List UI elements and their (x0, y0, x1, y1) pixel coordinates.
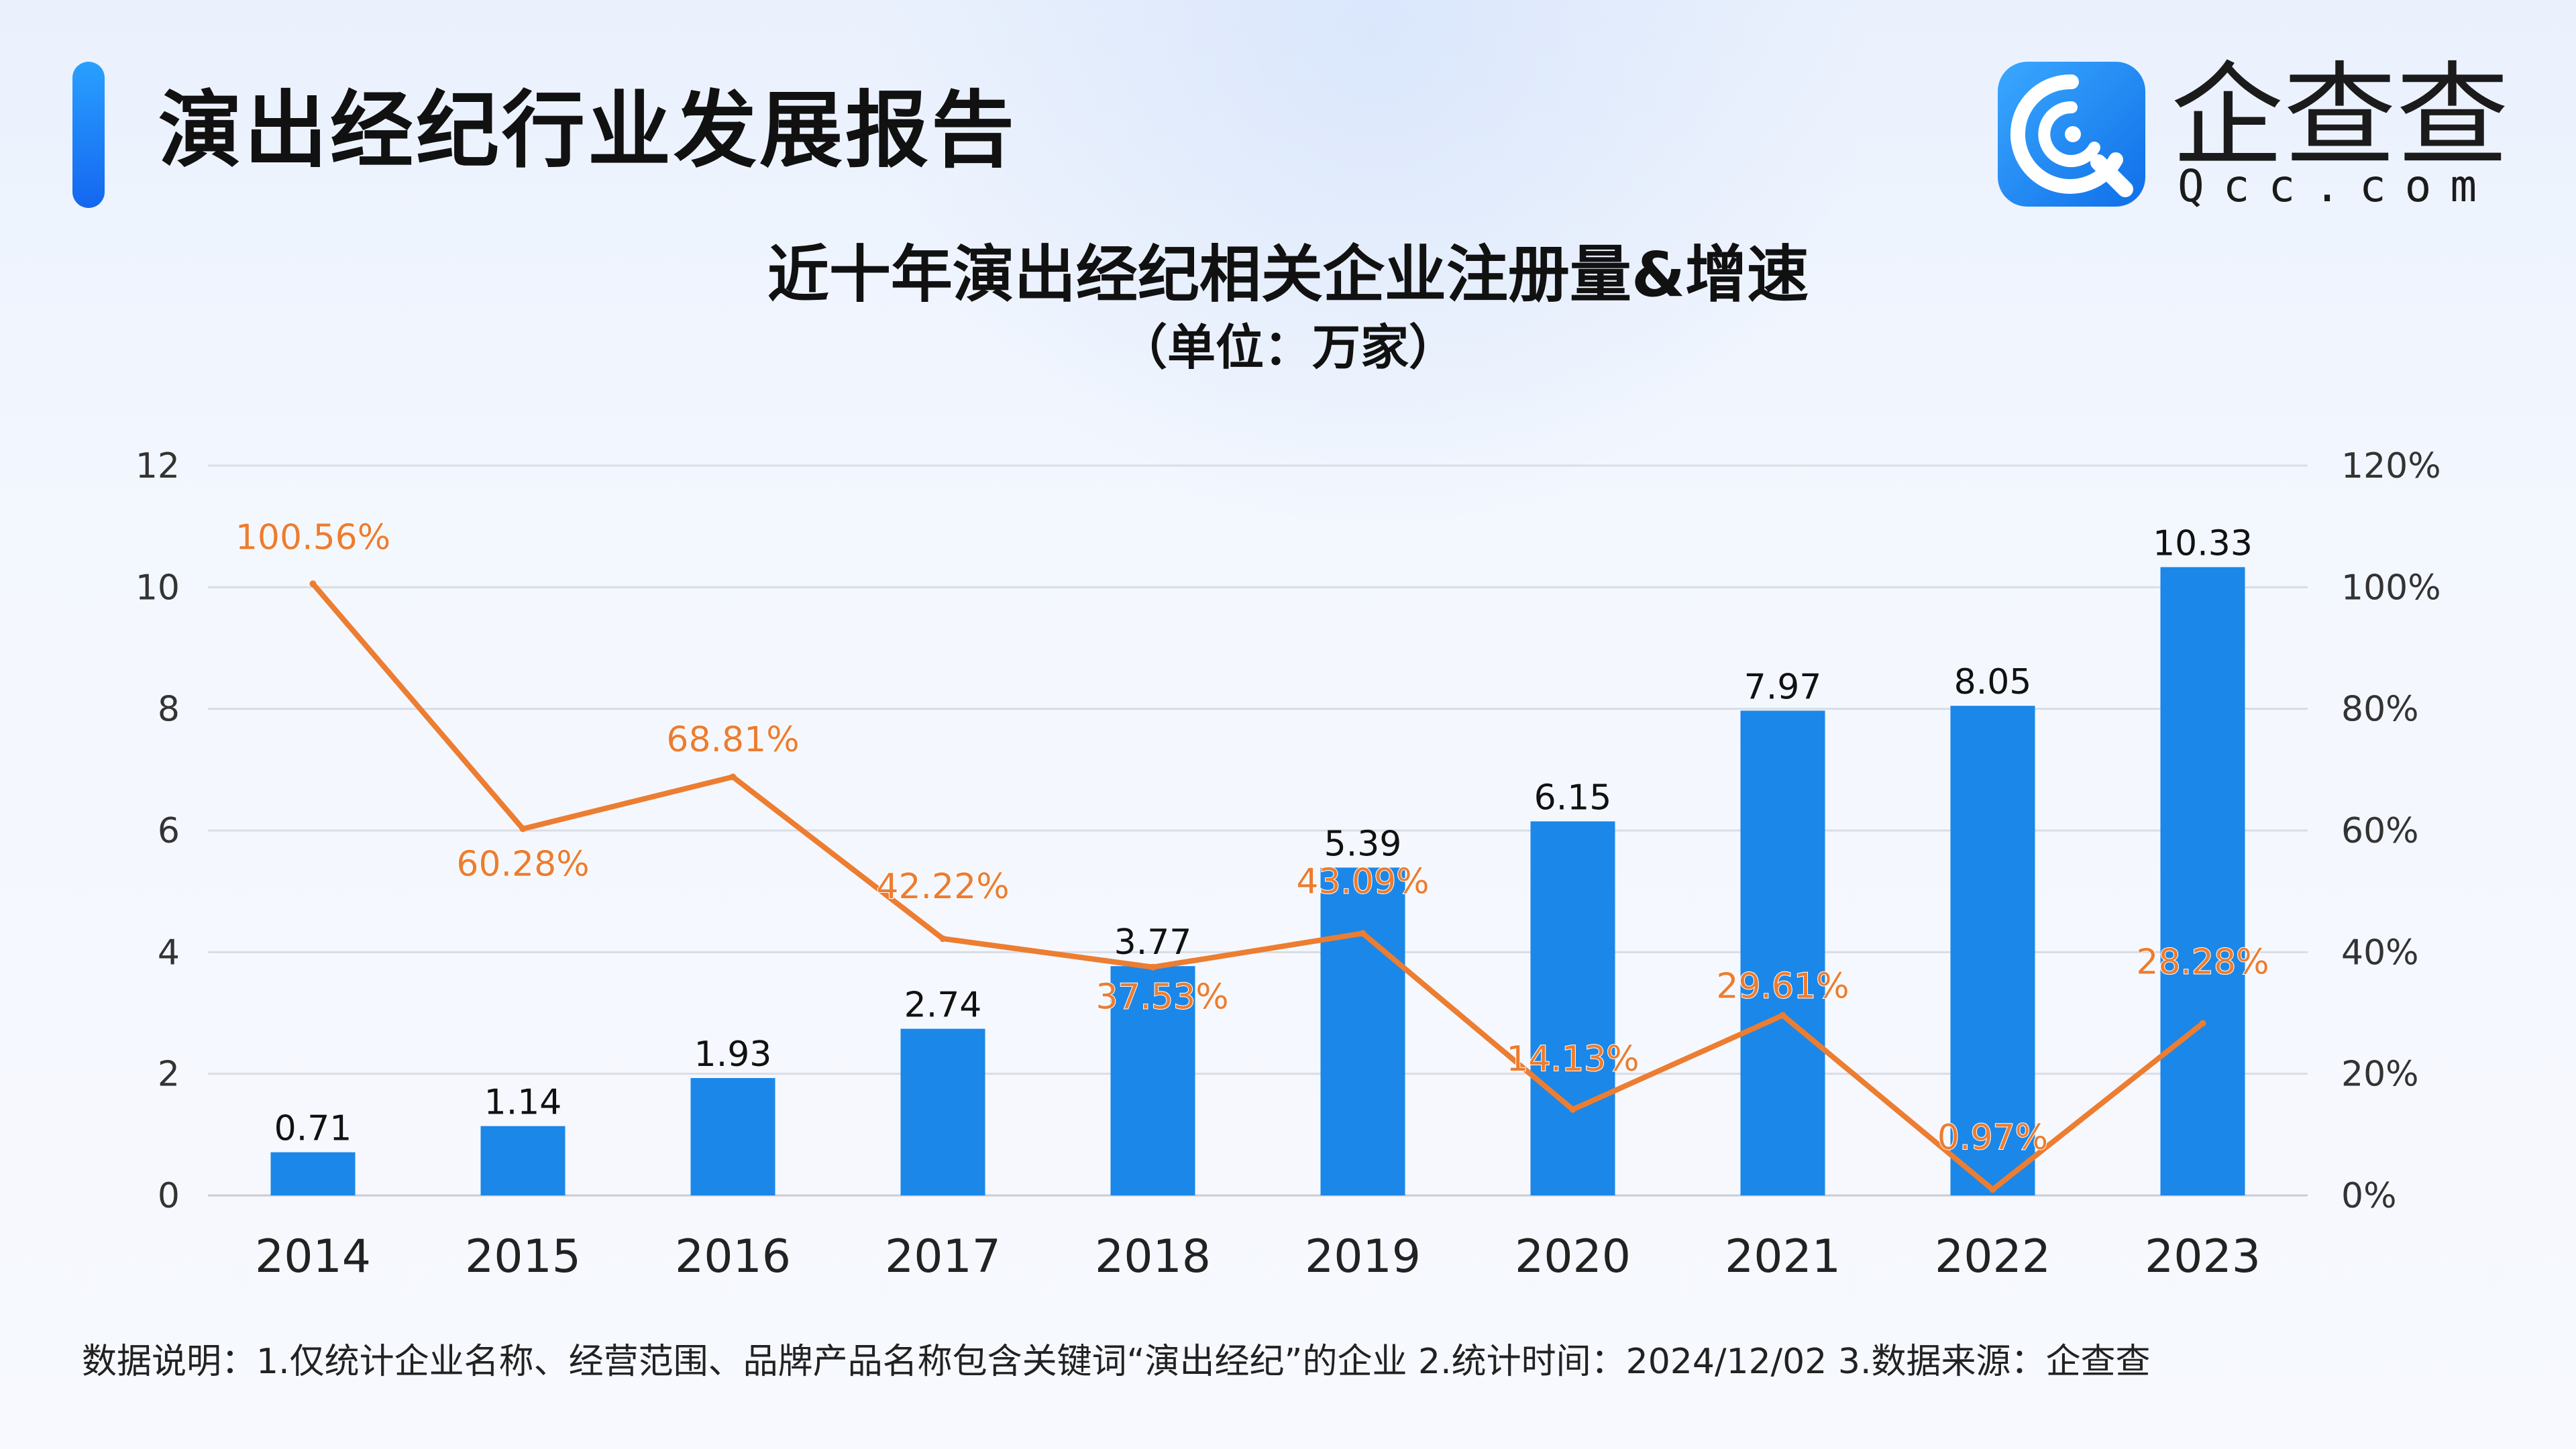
bar (900, 1028, 985, 1195)
x-tick-label: 2020 (1515, 1230, 1631, 1283)
y-left-tick-label: 2 (158, 1055, 180, 1095)
logo-icon (1998, 62, 2145, 207)
y-left-tick-label: 8 (158, 690, 180, 730)
growth-rate-point (1149, 963, 1157, 971)
bar (1530, 821, 1615, 1195)
bar (2160, 567, 2245, 1195)
bar-value-label: 1.14 (484, 1083, 562, 1123)
growth-rate-label: 37.53% (1095, 977, 1228, 1018)
bar-value-label: 8.05 (1954, 662, 2032, 702)
chart-title: 近十年演出经纪相关企业注册量&增速 (767, 239, 1809, 311)
y-right-tick-label: 120% (2341, 446, 2441, 486)
y-right-tick-label: 100% (2341, 568, 2441, 608)
growth-rate-point (1989, 1186, 1996, 1193)
bar-value-label: 1.93 (694, 1034, 772, 1075)
bar-value-label: 6.15 (1534, 777, 1612, 818)
growth-rate-label: 68.81% (666, 720, 799, 760)
bar (1950, 706, 2035, 1195)
bar-value-label: 7.97 (1744, 667, 1822, 707)
y-left-tick-label: 6 (158, 811, 180, 851)
growth-rate-label: 29.61% (1716, 967, 1849, 1007)
chart-subtitle: （单位：万家） (1118, 319, 1457, 376)
growth-rate-label: 60.28% (456, 844, 589, 884)
growth-rate-label: 42.22% (876, 867, 1009, 907)
y-left-tick-label: 10 (136, 568, 180, 608)
logo-domain: Qcc.com (2178, 160, 2496, 212)
bar (1320, 867, 1405, 1195)
growth-rate-point (309, 580, 317, 588)
growth-rate-point (519, 825, 527, 833)
logo-wordmark: 企查查 (2171, 50, 2509, 182)
x-tick-label: 2017 (885, 1230, 1001, 1283)
bar (690, 1078, 775, 1195)
bar (1740, 710, 1825, 1195)
x-tick-label: 2018 (1095, 1230, 1211, 1283)
y-left-tick-label: 12 (136, 446, 180, 486)
report-title: 演出经纪行业发展报告 (158, 83, 1018, 179)
growth-rate-point (2199, 1020, 2206, 1027)
growth-rate-point (1779, 1012, 1786, 1019)
x-tick-label: 2023 (2145, 1230, 2261, 1283)
x-tick-label: 2016 (675, 1230, 791, 1283)
y-right-tick-label: 40% (2341, 932, 2419, 973)
bar-value-label: 3.77 (1114, 922, 1192, 963)
growth-rate-label: 43.09% (1296, 861, 1429, 902)
bar (270, 1152, 356, 1195)
x-tick-label: 2015 (465, 1230, 581, 1283)
growth-rate-label: 100.56% (235, 517, 390, 557)
x-tick-label: 2021 (1725, 1230, 1841, 1283)
growth-rate-point (1569, 1106, 1576, 1113)
y-right-tick-label: 20% (2341, 1055, 2419, 1095)
growth-rate-point (939, 935, 947, 943)
y-right-tick-label: 60% (2341, 811, 2419, 851)
title-accent-bar (72, 62, 105, 208)
y-left-tick-label: 0 (158, 1176, 180, 1216)
bar (1110, 966, 1195, 1195)
bar-value-label: 2.74 (904, 985, 982, 1026)
growth-rate-label: 14.13% (1506, 1039, 1639, 1079)
growth-rate-label: 28.28% (2136, 943, 2269, 983)
y-left-tick-label: 4 (158, 932, 180, 973)
bar (480, 1126, 566, 1195)
bar-value-label: 10.33 (2153, 523, 2253, 564)
x-tick-label: 2022 (1935, 1230, 2051, 1283)
x-tick-label: 2019 (1305, 1230, 1421, 1283)
growth-rate-point (1359, 930, 1366, 937)
y-right-tick-label: 0% (2341, 1176, 2397, 1216)
data-footnote: 数据说明：1.仅统计企业名称、经营范围、品牌产品名称包含关键词“演出经纪”的企业… (82, 1342, 2151, 1382)
growth-rate-line (310, 581, 2206, 1193)
growth-rate-label: 0.97% (1937, 1118, 2048, 1158)
x-tick-label: 2014 (255, 1230, 371, 1283)
bar-value-label: 5.39 (1324, 824, 1402, 864)
growth-rate-point (729, 773, 737, 781)
y-right-tick-label: 80% (2341, 690, 2419, 730)
bar-value-label: 0.71 (274, 1109, 352, 1149)
